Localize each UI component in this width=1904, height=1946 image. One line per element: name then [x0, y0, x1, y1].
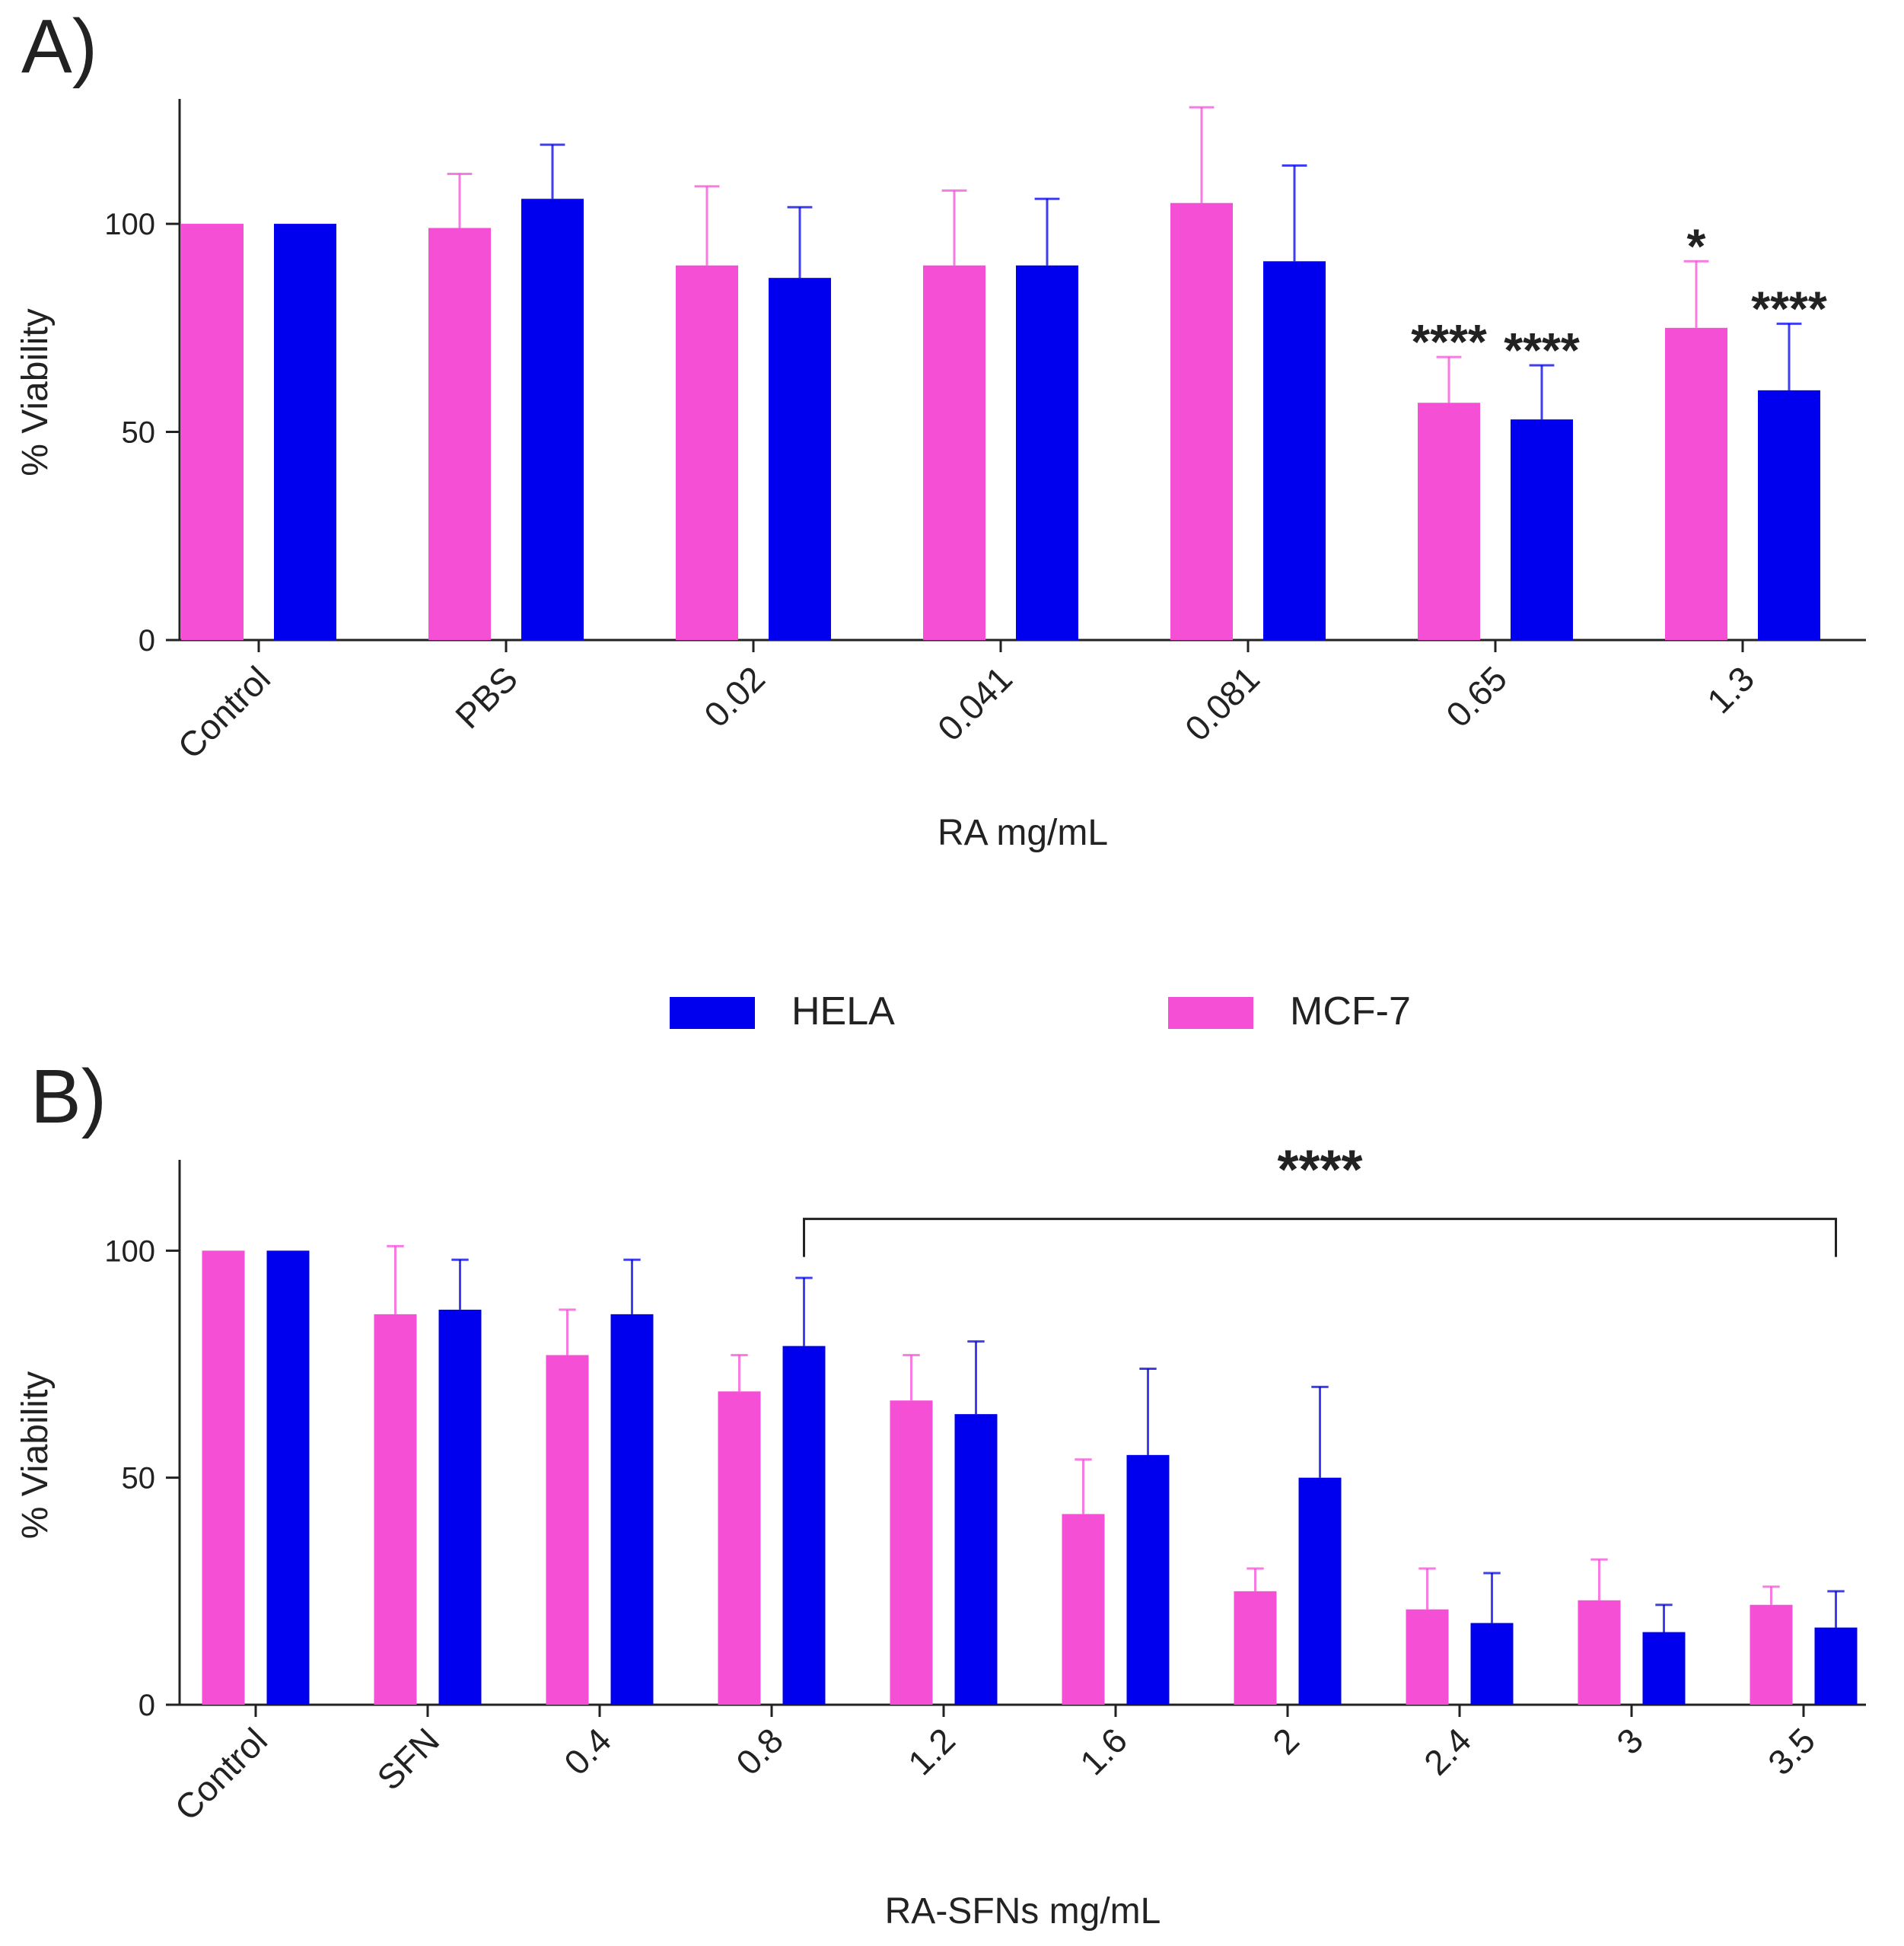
- panel-b-category-label: 0.8: [728, 1720, 791, 1782]
- panel-b-bar-mcf7: [202, 1250, 245, 1705]
- panel-b-category-label: 2.4: [1416, 1720, 1479, 1782]
- panel-b-bar-hela: [1126, 1454, 1170, 1705]
- panel-b-bar-mcf7: [1234, 1591, 1277, 1705]
- panel-b-bar-hela: [782, 1346, 826, 1705]
- panel-a-significance: *: [1687, 218, 1706, 273]
- panel-b-y-tick-label: 100: [104, 1234, 155, 1268]
- panel-b-y-tick-label: 50: [122, 1462, 156, 1495]
- legend-swatch-hela: [670, 997, 755, 1029]
- panel-b-category-label: 3: [1609, 1720, 1651, 1762]
- panel-a-bar-hela: [274, 224, 336, 641]
- panel-a-significance: ****: [1751, 281, 1827, 336]
- panel-a-bar-mcf7: [1170, 202, 1233, 640]
- panel-a-significance: ****: [1504, 323, 1580, 377]
- panel-b-category-label: SFN: [369, 1720, 447, 1798]
- legend-label-hela: HELA: [791, 989, 895, 1034]
- panel-b-bar-mcf7: [546, 1355, 589, 1705]
- panel-b-bar-hela: [610, 1314, 654, 1705]
- panel-b-category-label: 1.6: [1072, 1720, 1135, 1782]
- panel-b-bar-mcf7: [718, 1391, 761, 1705]
- panel-b-x-axis-label: RA-SFNs mg/mL: [885, 1891, 1161, 1932]
- legend-label-mcf7: MCF-7: [1290, 989, 1411, 1034]
- panel-a-y-tick-label: 0: [139, 624, 155, 658]
- panel-a-y-tick-label: 100: [104, 208, 155, 241]
- panel-a-category-label: PBS: [447, 658, 525, 736]
- panel-b-category-label: Control: [167, 1720, 275, 1828]
- panel-a-x-axis-label: RA mg/mL: [938, 813, 1108, 853]
- panel-b-bar-hela: [1814, 1627, 1858, 1705]
- panel-a-y-tick-label: 50: [122, 416, 156, 450]
- panel-b-bar-mcf7: [1062, 1514, 1105, 1705]
- panel-b-bar-mcf7: [890, 1400, 933, 1705]
- panel-a-category-label: Control: [170, 658, 278, 766]
- panel-a-bar-hela: [769, 278, 831, 640]
- panel-a-bar-hela: [521, 199, 584, 640]
- panel-b-bar-mcf7: [1578, 1600, 1621, 1705]
- panel-b-bar-hela: [438, 1309, 482, 1705]
- panel-b-bar-hela: [1298, 1477, 1342, 1705]
- panel-a-bar-hela: [1263, 261, 1326, 640]
- panel-a-label: A): [21, 4, 97, 89]
- panel-b-bar-hela: [954, 1414, 998, 1705]
- panel-a-category-label: 0.02: [696, 658, 772, 734]
- panel-a-category-label: 0.65: [1438, 658, 1514, 734]
- panel-b-bar-mcf7: [374, 1314, 417, 1705]
- panel-a-bar-hela: [1511, 419, 1573, 640]
- panel-a-bar-mcf7: [1418, 403, 1480, 640]
- panel-a-bar-mcf7: [181, 224, 244, 641]
- panel-b-significance: ****: [1277, 1140, 1362, 1201]
- panel-b-y-tick-label: 0: [139, 1689, 155, 1722]
- panel-a-y-axis-label: % Viability: [15, 308, 56, 476]
- panel-a-category-label: 1.3: [1699, 658, 1762, 721]
- panel-a-significance: ****: [1411, 314, 1487, 369]
- legend-swatch-mcf7: [1168, 997, 1253, 1029]
- panel-b-bar-hela: [1642, 1632, 1686, 1705]
- panel-a-category-label: 0.041: [930, 658, 1020, 748]
- panel-a-bar-mcf7: [676, 265, 738, 640]
- panel-b-label: B): [30, 1054, 107, 1139]
- panel-b-category-label: 1.2: [900, 1720, 963, 1782]
- panel-a-bar-hela: [1016, 265, 1078, 640]
- panel-a-bar-mcf7: [1665, 327, 1727, 640]
- panel-b-category-label: 2: [1265, 1720, 1307, 1762]
- panel-a-bar-mcf7: [923, 265, 985, 640]
- panel-b-bar-hela: [266, 1250, 310, 1705]
- panel-b-bar-mcf7: [1406, 1609, 1449, 1705]
- panel-b-category-label: 0.4: [556, 1720, 619, 1782]
- panel-b-bar-hela: [1470, 1623, 1514, 1705]
- panel-a-category-label: 0.081: [1177, 658, 1267, 748]
- panel-b-y-axis-label: % Viability: [15, 1371, 56, 1540]
- panel-a-bar-mcf7: [428, 228, 491, 640]
- panel-a-bar-hela: [1758, 390, 1820, 640]
- panel-b-bar-mcf7: [1750, 1604, 1793, 1705]
- panel-b-category-label: 3.5: [1760, 1720, 1823, 1782]
- panel-b-significance-bracket: [803, 1218, 1837, 1257]
